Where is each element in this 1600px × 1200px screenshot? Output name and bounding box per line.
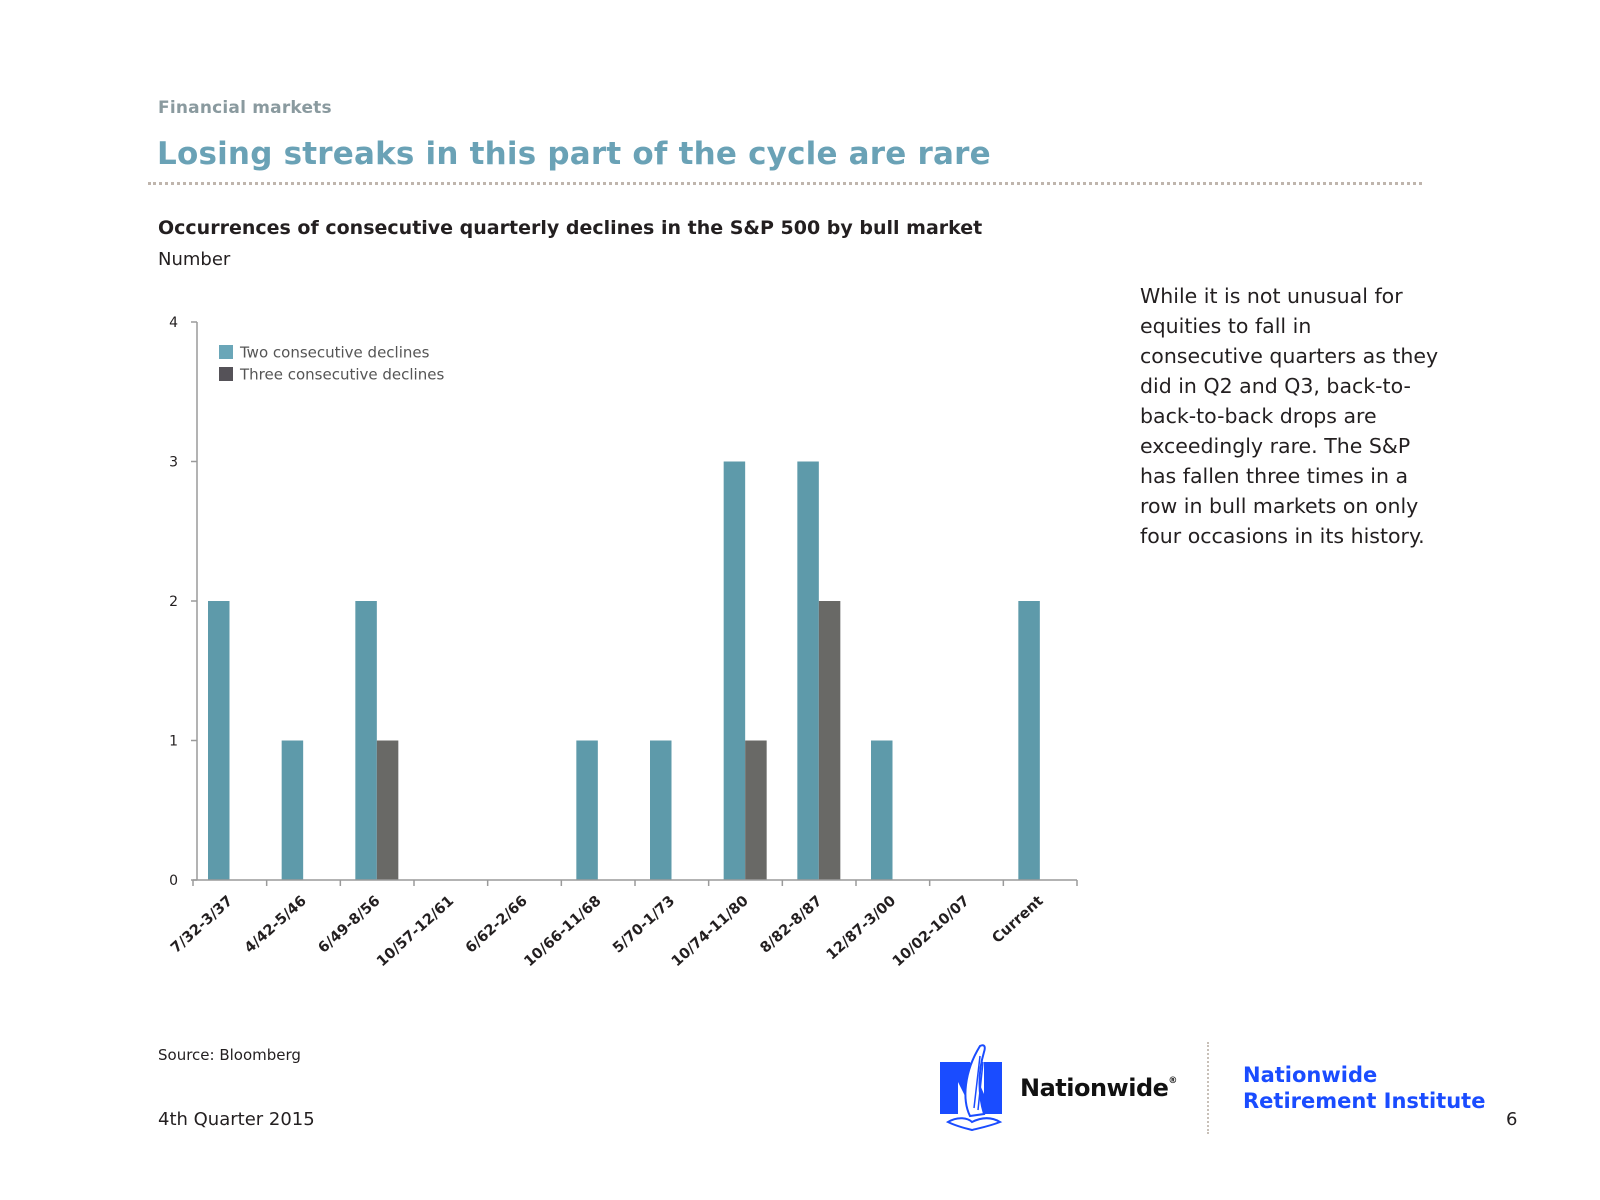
bar-two-declines-11	[1018, 601, 1040, 880]
x-tick-label-2: 6/49-8/56	[315, 893, 383, 957]
nationwide-wordmark: Nationwide®	[1020, 1074, 1177, 1102]
y-tick-label-1: 1	[169, 734, 178, 750]
institute-name: Nationwide Retirement Institute	[1243, 1062, 1485, 1114]
footer-divider	[1207, 1042, 1209, 1134]
title-divider	[148, 182, 1422, 185]
x-tick-label-5: 10/66-11/68	[521, 893, 604, 970]
bar-two-declines-2	[355, 601, 377, 880]
x-tick-label-11: Current	[989, 893, 1046, 947]
y-tick-label-0: 0	[169, 873, 178, 889]
legend-swatch-0	[219, 345, 233, 359]
bar-two-declines-6	[650, 740, 672, 880]
legend-swatch-1	[219, 367, 233, 381]
nationwide-eagle-logo-icon	[940, 1044, 1003, 1132]
legend-label-0: Two consecutive declines	[239, 344, 430, 362]
institute-line-2: Retirement Institute	[1243, 1089, 1486, 1113]
bar-two-declines-8	[797, 461, 819, 880]
bar-three-declines-2	[376, 740, 399, 880]
x-tick-label-10: 10/02-10/07	[890, 893, 973, 970]
page-title: Losing streaks in this part of the cycle…	[157, 136, 991, 172]
y-tick-label-4: 4	[169, 315, 178, 331]
institute-line-1: Nationwide	[1243, 1063, 1378, 1087]
x-tick-label-9: 12/87-3/00	[824, 893, 900, 963]
x-tick-label-6: 5/70-1/73	[610, 893, 678, 957]
y-tick-label-2: 2	[169, 594, 178, 610]
bars-group	[208, 461, 1040, 880]
page-number: 6	[1506, 1109, 1518, 1130]
bar-two-declines-7	[723, 461, 746, 880]
x-tick-label-7: 10/74-11/80	[669, 893, 752, 970]
registered-mark: ®	[1168, 1076, 1177, 1086]
legend-label-1: Three consecutive declines	[239, 366, 444, 384]
x-tick-label-3: 10/57-12/61	[374, 893, 457, 970]
x-tick-label-1: 4/42-5/46	[242, 893, 310, 957]
axes-group: 0 1 2 3 4 7/32-3/37 4/42-5/46 6/49-8/5610/57-12…	[168, 315, 1078, 970]
quarter-label: 4th Quarter 2015	[158, 1109, 315, 1130]
section-label: Financial markets	[158, 98, 332, 118]
bar-two-declines-5	[576, 740, 598, 880]
source-note: Source: Bloomberg	[158, 1046, 301, 1064]
bar-two-declines-9	[871, 740, 893, 880]
y-tick-label-3: 3	[169, 455, 178, 471]
x-tick-label-0: 7/32-3/37	[168, 893, 236, 957]
bar-two-declines-0	[208, 601, 230, 880]
x-tick-label-8: 8/82-8/87	[757, 893, 825, 957]
commentary-text: While it is not unusual for equities to …	[1140, 284, 1439, 548]
chart-y-unit: Number	[158, 249, 231, 270]
bar-three-declines-8	[818, 601, 841, 880]
bar-two-declines-1	[281, 740, 304, 880]
bar-three-declines-7	[745, 740, 767, 880]
x-tick-label-4: 6/62-2/66	[463, 893, 531, 957]
chart-legend: Two consecutive declines Three consecutiv…	[219, 344, 444, 384]
brand-name: Nationwide	[1020, 1074, 1169, 1102]
chart-title: Occurrences of consecutive quarterly dec…	[158, 217, 983, 239]
